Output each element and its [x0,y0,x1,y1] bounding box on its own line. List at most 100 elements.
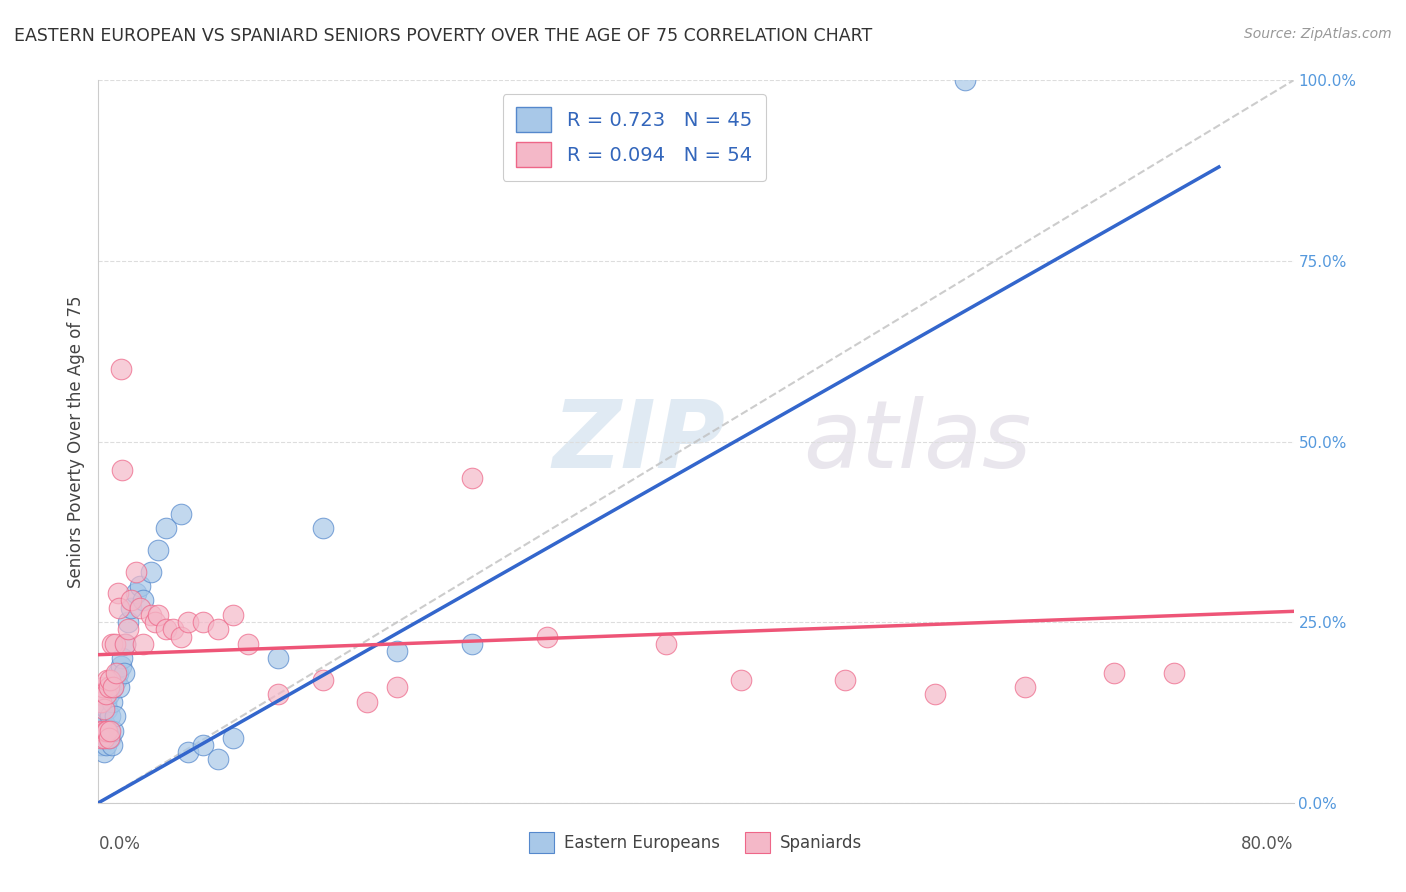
Point [207,752,229,766]
Point [89,687,111,701]
Point [91,702,114,716]
Point [169,630,191,644]
Point [93,731,115,745]
Point [98,673,122,687]
Point [101,637,124,651]
Point [953,73,976,87]
Legend: Eastern Europeans, Spaniards: Eastern Europeans, Spaniards [523,826,869,860]
Point [236,637,259,651]
Point [143,615,166,630]
Point [139,565,162,579]
Point [191,738,214,752]
Text: EASTERN EUROPEAN VS SPANIARD SENIORS POVERTY OVER THE AGE OF 75 CORRELATION CHAR: EASTERN EUROPEAN VS SPANIARD SENIORS POV… [14,27,872,45]
Point [89,723,111,738]
Point [97,723,120,738]
Point [139,607,162,622]
Point [104,709,127,723]
Point [94,738,117,752]
Point [103,680,125,694]
Point [207,623,229,637]
Point [111,463,134,477]
Point [155,521,177,535]
Point [97,680,120,694]
Point [96,723,118,738]
Point [1163,665,1185,680]
Text: 80.0%: 80.0% [1241,835,1294,854]
Point [834,673,856,687]
Point [356,695,378,709]
Point [103,680,125,694]
Point [108,600,131,615]
Point [94,695,117,709]
Point [110,362,132,376]
Point [111,651,134,665]
Point [311,521,333,535]
Point [222,607,245,622]
Point [117,615,139,630]
Point [311,673,333,687]
Point [93,745,115,759]
Text: atlas: atlas [804,396,1032,487]
Point [93,716,115,731]
Point [96,731,118,745]
Point [93,702,115,716]
Point [1014,680,1036,694]
Point [267,651,290,665]
Text: Source: ZipAtlas.com: Source: ZipAtlas.com [1244,27,1392,41]
Point [536,630,558,644]
Point [110,658,132,673]
Point [148,607,170,622]
Point [98,709,122,723]
Point [112,665,135,680]
Point [655,637,678,651]
Point [101,738,124,752]
Point [91,731,114,745]
Point [132,637,155,651]
Y-axis label: Seniors Poverty Over the Age of 75: Seniors Poverty Over the Age of 75 [66,295,84,588]
Point [94,723,117,738]
Point [155,623,177,637]
Point [104,637,127,651]
Point [96,673,118,687]
Point [117,623,139,637]
Point [107,586,129,600]
Point [385,644,409,658]
Point [461,637,484,651]
Point [90,695,112,709]
Point [120,600,142,615]
Point [125,565,148,579]
Point [177,745,200,759]
Point [461,470,484,484]
Point [98,731,122,745]
Point [177,615,200,630]
Point [169,507,191,521]
Point [222,731,245,745]
Point [129,600,152,615]
Text: ZIP: ZIP [553,395,725,488]
Point [91,680,114,694]
Point [129,579,152,593]
Point [385,680,409,694]
Point [105,673,128,687]
Point [148,542,170,557]
Point [105,665,128,680]
Point [162,623,184,637]
Point [97,687,120,701]
Point [96,702,118,716]
Point [132,593,155,607]
Point [90,731,112,745]
Point [267,687,290,701]
Point [191,615,214,630]
Point [120,593,142,607]
Point [91,723,114,738]
Point [114,637,136,651]
Point [101,695,124,709]
Text: 0.0%: 0.0% [98,835,141,854]
Point [103,723,125,738]
Point [90,709,112,723]
Point [114,637,136,651]
Point [730,673,752,687]
Point [1104,665,1126,680]
Point [125,586,148,600]
Point [107,665,129,680]
